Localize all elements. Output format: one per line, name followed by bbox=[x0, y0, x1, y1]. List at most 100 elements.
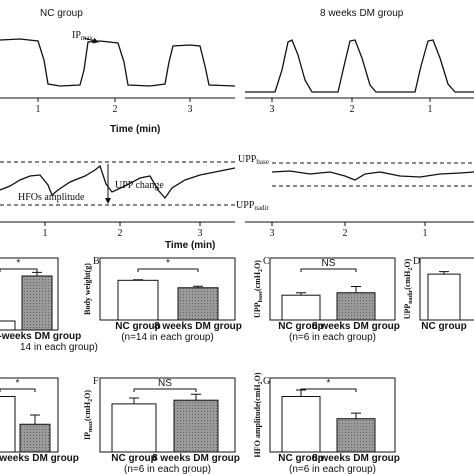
trace bbox=[245, 39, 474, 93]
panel-label: B bbox=[93, 256, 100, 267]
panel-frame bbox=[269, 257, 396, 321]
bar bbox=[0, 396, 16, 453]
hfo-label: HFOs amplitude bbox=[18, 192, 85, 203]
y-axis-label-part: (cmH bbox=[403, 270, 412, 290]
sample-note: 14 in each group) bbox=[20, 342, 98, 353]
trace bbox=[271, 170, 474, 181]
trace bbox=[0, 38, 236, 87]
y-axis-label-part: O) bbox=[253, 372, 262, 381]
tick-label: 2 bbox=[343, 228, 348, 239]
x-tick-label: NC group bbox=[115, 321, 161, 332]
panel-frame bbox=[419, 257, 474, 321]
y-axis-label-part: HFO amplitude(cmH bbox=[253, 384, 262, 458]
x-tick-label: 8 weeks DM group bbox=[312, 453, 400, 464]
x-tick-label: 8 weeks DM group bbox=[154, 321, 242, 332]
x-tick-label: NC group bbox=[278, 453, 324, 464]
bar bbox=[19, 423, 51, 453]
sample-note: (n=14 in each group) bbox=[121, 332, 214, 343]
y-axis-label-part: Body weight(g) bbox=[83, 263, 92, 315]
y-axis-label-part: IP bbox=[83, 432, 92, 440]
bar bbox=[21, 275, 53, 331]
significance-bracket bbox=[133, 388, 197, 392]
y-axis-label-part: UPP bbox=[253, 302, 262, 318]
time-label: Time (min) bbox=[165, 240, 215, 251]
y-axis-label-part: 2 bbox=[88, 399, 94, 402]
significance-bracket bbox=[300, 268, 357, 272]
error-bar bbox=[129, 397, 139, 404]
tick-label: 3 bbox=[188, 104, 193, 115]
x-tick-label: 8 weeks DM group bbox=[152, 453, 240, 464]
panel-frame bbox=[99, 377, 236, 453]
left-title: NC group bbox=[40, 8, 83, 19]
y-axis-label-part: base bbox=[258, 291, 264, 303]
tick-label: 1 bbox=[428, 104, 433, 115]
traces: NC group 8 weeks DM group IPmax Time (mi… bbox=[0, 8, 474, 251]
significance-label: NS bbox=[158, 378, 172, 389]
error-bar bbox=[351, 412, 361, 419]
y-axis-label-part: nadir bbox=[408, 289, 414, 303]
y-axis-label: HFO amplitude(cmH2O) bbox=[253, 372, 264, 457]
bar bbox=[0, 320, 16, 331]
significance-bracket bbox=[0, 268, 38, 272]
bar bbox=[111, 403, 157, 453]
error-bar bbox=[32, 271, 42, 276]
error-bar bbox=[133, 279, 143, 281]
panel-label: G bbox=[263, 376, 270, 387]
tick-label: 3 bbox=[270, 104, 275, 115]
significance-label: NS bbox=[322, 258, 336, 269]
y-axis-label-part: 2 bbox=[258, 381, 264, 384]
error-bar bbox=[191, 393, 201, 401]
y-axis-label-part: O) bbox=[403, 258, 412, 267]
upp-nadir-label: UPPnadir bbox=[236, 200, 269, 212]
x-tick-label: 8-weeks DM group bbox=[0, 331, 81, 342]
bar bbox=[336, 418, 376, 453]
panel-label: D bbox=[413, 256, 420, 267]
tick-label: 1 bbox=[36, 104, 41, 115]
panel-label: F bbox=[93, 376, 99, 387]
error-bar bbox=[30, 414, 40, 425]
significance-bracket bbox=[137, 268, 199, 272]
y-axis-label: UPPbase(cmH2O) bbox=[253, 260, 264, 318]
error-bar bbox=[439, 271, 449, 275]
sample-note: (n=6 in each group) bbox=[289, 332, 376, 343]
tick-label: 3 bbox=[270, 228, 275, 239]
error-bar bbox=[351, 286, 361, 293]
significance-bracket bbox=[300, 388, 357, 392]
bar bbox=[281, 294, 321, 321]
y-axis-label-part: UPP bbox=[403, 304, 412, 320]
sample-note: (n=6 in each group) bbox=[289, 464, 376, 474]
y-axis-label-part: max bbox=[88, 421, 94, 432]
bar bbox=[173, 399, 219, 453]
tick-label: 3 bbox=[198, 228, 203, 239]
bar bbox=[117, 279, 159, 321]
bar bbox=[427, 273, 461, 321]
significance-label: * bbox=[17, 258, 21, 269]
tick-label: 2 bbox=[350, 104, 355, 115]
bar bbox=[281, 396, 321, 453]
upp-change-label: UPP change bbox=[115, 180, 164, 191]
bar bbox=[177, 287, 219, 321]
y-axis-label-part: 2 bbox=[408, 268, 414, 271]
upp-base-label: UPPbase bbox=[238, 154, 269, 166]
y-axis-label-part: (cmH bbox=[253, 271, 262, 291]
y-axis-label-part: O) bbox=[253, 260, 262, 269]
right-title: 8 weeks DM group bbox=[320, 8, 404, 19]
panel-label: C bbox=[263, 256, 270, 267]
time-label: Time (min) bbox=[110, 124, 160, 135]
trace bbox=[0, 164, 236, 200]
y-axis-label: UPPnadir(cmH2O) bbox=[403, 258, 414, 319]
tick-label: 2 bbox=[118, 228, 123, 239]
y-axis-label-part: O) bbox=[83, 390, 92, 399]
x-tick-label: NC group bbox=[111, 453, 157, 464]
tick-label: 2 bbox=[113, 104, 118, 115]
significance-label: * bbox=[166, 258, 170, 269]
significance-label: * bbox=[16, 378, 20, 389]
x-tick-label: NC group bbox=[421, 321, 467, 332]
y-axis-label-part: 2 bbox=[258, 269, 264, 272]
bar bbox=[336, 292, 376, 321]
significance-label: * bbox=[327, 378, 331, 389]
x-tick-label: 8 weeks DM group bbox=[0, 453, 79, 464]
x-tick-label: NC group bbox=[278, 321, 324, 332]
panel-frame bbox=[0, 377, 59, 453]
